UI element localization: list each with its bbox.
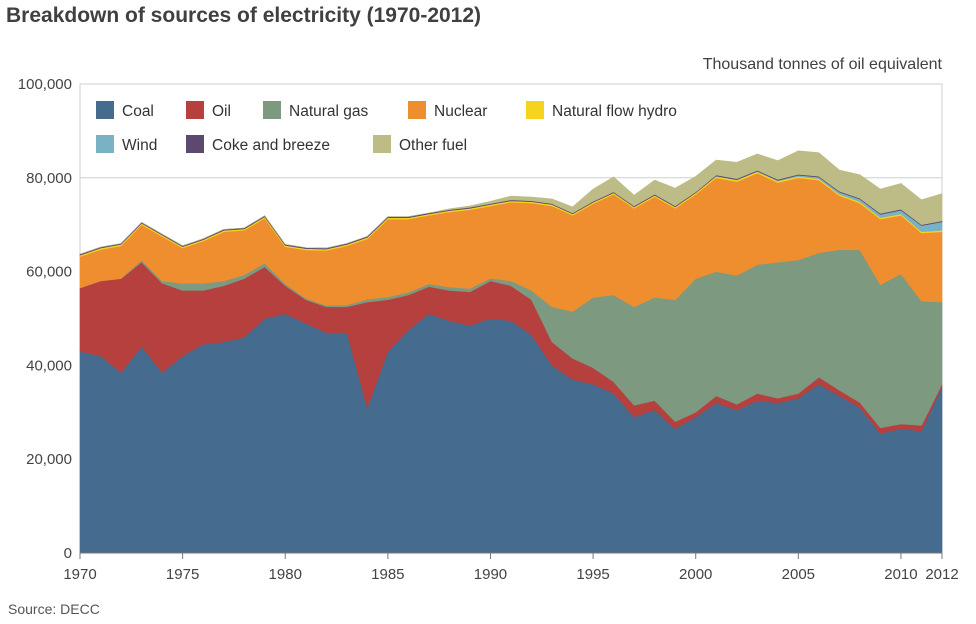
units-label: Thousand tonnes of oil equivalent <box>702 56 942 73</box>
x-tick-label: 2005 <box>782 566 815 583</box>
y-tick-label: 20,000 <box>26 451 72 468</box>
legend-label: Oil <box>212 103 231 120</box>
x-tick-label: 1980 <box>269 566 302 583</box>
legend-swatch <box>526 101 544 119</box>
x-tick-label: 1990 <box>474 566 507 583</box>
y-tick-label: 100,000 <box>18 76 72 93</box>
legend-swatch <box>408 101 426 119</box>
legend-swatch <box>263 101 281 119</box>
axes: 0 20,000 40,000 60,000 80,000 100,000 1970 1975… <box>18 76 959 583</box>
legend-label: Coal <box>122 103 154 120</box>
x-tick-label: 1995 <box>576 566 609 583</box>
x-tick-label: 1985 <box>371 566 404 583</box>
area-other-fuel <box>79 150 943 255</box>
legend-swatch <box>373 135 391 153</box>
chart-title: Breakdown of sources of electricity (197… <box>6 4 482 27</box>
legend-swatch <box>186 101 204 119</box>
legend-label: Wind <box>122 137 157 154</box>
legend-label: Coke and breeze <box>212 137 330 154</box>
area-series <box>79 150 943 554</box>
legend-label: Natural flow hydro <box>552 103 677 120</box>
source-label: Source: DECC <box>8 601 100 617</box>
x-tick-label: 1975 <box>166 566 199 583</box>
legend-swatch <box>96 101 114 119</box>
legend-label: Other fuel <box>399 137 467 154</box>
legend-label: Nuclear <box>434 103 487 120</box>
y-tick-label: 0 <box>64 545 72 562</box>
legend-swatch <box>96 135 114 153</box>
legend-label: Natural gas <box>289 103 369 120</box>
x-tick-label: 1970 <box>63 566 96 583</box>
y-tick-label: 40,000 <box>26 357 72 374</box>
x-tick-label: 2012 <box>925 566 958 583</box>
y-tick-label: 80,000 <box>26 170 72 187</box>
legend-swatch <box>186 135 204 153</box>
x-tick-label: 2010 <box>884 566 917 583</box>
legend: Coal Oil Natural gas Nuclear Natural flow hy… <box>96 101 677 154</box>
x-tick-label: 2000 <box>679 566 712 583</box>
y-tick-label: 60,000 <box>26 264 72 281</box>
